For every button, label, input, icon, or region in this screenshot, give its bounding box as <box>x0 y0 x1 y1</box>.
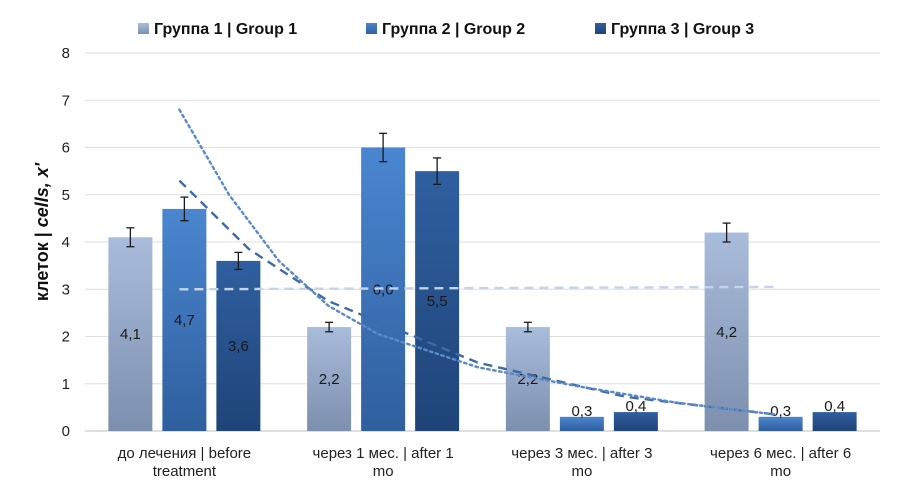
y-tick-label: 5 <box>62 187 70 204</box>
bar <box>216 260 261 431</box>
data-label: 0,3 <box>571 403 592 420</box>
x-category-label: через 6 мес. | after 6 mo <box>710 445 851 480</box>
y-tick-label: 2 <box>62 329 70 346</box>
y-tick-labels: 0 1 2 3 4 5 6 7 8 <box>62 45 70 440</box>
legend-swatch <box>595 23 606 34</box>
y-tick-label: 0 <box>62 423 70 440</box>
trendline <box>178 108 777 416</box>
y-tick-label: 4 <box>62 234 70 251</box>
legend-swatch <box>366 23 377 34</box>
data-label: 4,7 <box>174 312 195 329</box>
legend-swatch <box>138 23 149 34</box>
bars: 4,12,2 2,24,24,76,00,3 0,33,65,50,4 0,4 <box>108 132 857 431</box>
bar <box>812 412 857 431</box>
trendlines <box>178 108 777 416</box>
data-label: 4,1 <box>120 326 141 343</box>
legend-label: Группа 3 | Group 3 <box>611 21 754 38</box>
bar <box>704 232 749 431</box>
bar <box>559 416 604 431</box>
y-tick-label: 8 <box>62 45 70 62</box>
legend-label: Группа 1 | Group 1 <box>154 21 297 38</box>
y-axis-label: клеток | cells, x' <box>32 162 52 301</box>
bar <box>613 412 658 431</box>
bar <box>162 208 207 431</box>
y-tick-label: 1 <box>62 376 70 393</box>
data-label: 4,2 <box>716 324 737 341</box>
bar <box>108 237 153 431</box>
legend-label: Группа 2 | Group 2 <box>382 21 525 38</box>
data-label: 0,4 <box>625 398 646 415</box>
y-tick-label: 7 <box>62 92 70 109</box>
y-tick-label: 6 <box>62 140 70 157</box>
data-label: 0,3 <box>770 403 791 420</box>
trendline <box>179 285 776 291</box>
y-tick-label: 3 <box>62 281 70 298</box>
data-label: 0,4 <box>824 398 845 415</box>
data-label: 6,0 <box>373 281 394 298</box>
x-category-label: до лечения | before treatment <box>118 445 252 480</box>
x-category-label: через 3 мес. | after 3 mo <box>511 445 652 480</box>
legend: Группа 1 | Group 1 Группа 2 | Group 2 Груп… <box>138 21 754 38</box>
x-category-labels: до лечения | before treatment через 1 мес.… <box>118 445 852 480</box>
bar <box>307 327 352 431</box>
trendline <box>178 179 776 416</box>
bar <box>415 171 460 431</box>
data-label: 2,2 <box>319 371 340 388</box>
x-category-label: через 1 мес. | after 1 mo <box>313 445 454 480</box>
data-label: 3,6 <box>228 338 249 355</box>
bar <box>758 416 803 431</box>
data-label: 5,5 <box>427 293 448 310</box>
